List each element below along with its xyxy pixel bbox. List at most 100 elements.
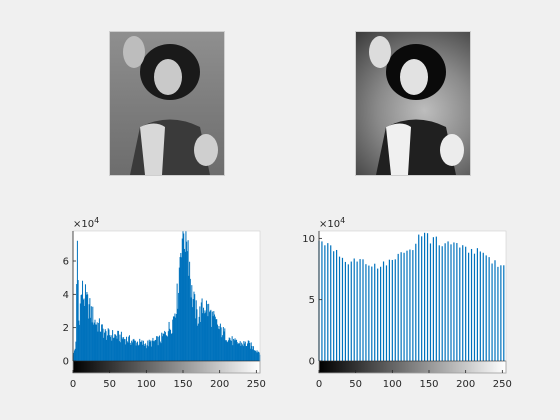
y-exponent-label: ×104 <box>319 216 345 230</box>
histogram-bar <box>359 259 361 361</box>
portrait-silhouette <box>123 36 218 175</box>
histogram-bar <box>199 306 201 361</box>
histogram-bar <box>73 350 75 361</box>
histogram-bar <box>225 340 227 361</box>
histogram-bar <box>217 328 219 361</box>
histogram-bar <box>362 259 364 361</box>
histogram-bar <box>112 338 114 361</box>
histogram-bar <box>196 309 198 361</box>
histogram-bar <box>336 249 338 361</box>
histogram-bar <box>145 348 147 361</box>
histogram-bar <box>227 340 229 361</box>
histogram-bar <box>193 291 195 361</box>
histogram-bar <box>99 331 101 361</box>
histogram-bar <box>170 330 172 361</box>
histogram-bar <box>90 306 92 361</box>
histogram-bar <box>253 349 255 361</box>
y-tick-label: 2 <box>63 323 69 334</box>
histogram-bar <box>200 302 202 361</box>
histogram-bar <box>115 335 117 361</box>
histogram-bar <box>192 307 194 361</box>
histogram-bar <box>249 348 251 361</box>
histogram-bar <box>82 280 84 361</box>
histogram-bar <box>153 341 155 361</box>
histogram-bar <box>157 345 159 361</box>
histogram-bar <box>76 284 78 361</box>
histogram-bar <box>327 243 329 361</box>
histogram-bar <box>90 317 92 361</box>
histogram-bar <box>254 350 256 361</box>
histogram-bar <box>98 318 100 361</box>
histogram-bar <box>459 247 461 361</box>
histogram-bar <box>137 345 139 361</box>
histogram-bar <box>216 324 218 361</box>
histogram-bar <box>176 283 178 361</box>
y-tick-label: 4 <box>63 290 69 301</box>
histogram-bar <box>78 320 80 361</box>
histogram-bar <box>350 261 352 361</box>
histogram-bar <box>92 306 94 361</box>
histogram-bar <box>447 241 449 361</box>
histogram-bar <box>243 341 245 361</box>
histogram-bar <box>182 231 184 361</box>
histogram-bar <box>330 245 332 361</box>
x-tick-label: 100 <box>383 379 402 390</box>
histogram-bar <box>333 251 335 361</box>
histogram-bar <box>155 339 157 361</box>
histogram-bar <box>177 308 179 361</box>
histogram-bar <box>238 343 240 361</box>
histogram-bar <box>245 346 247 361</box>
y-exponent-label: ×104 <box>73 216 99 230</box>
histogram-bar <box>84 284 86 361</box>
histogram-bar <box>494 260 496 361</box>
equalized-image <box>355 31 471 176</box>
histogram-bar <box>321 241 323 361</box>
histogram-bar <box>205 312 207 361</box>
histogram-bar <box>235 340 237 361</box>
histogram-bar <box>164 332 166 361</box>
histogram-bar <box>208 303 210 361</box>
histogram-bar <box>225 340 227 361</box>
histogram-bar <box>184 251 186 361</box>
histogram-bar <box>76 240 78 361</box>
histogram-bar <box>209 310 211 361</box>
histogram-bar <box>95 324 97 361</box>
histogram-bar <box>143 344 145 361</box>
histogram-bar <box>237 344 239 361</box>
histogram-bar <box>189 278 191 361</box>
histogram-bar <box>421 236 423 361</box>
histogram-bar <box>79 303 81 361</box>
histogram-bar <box>216 319 218 361</box>
histogram-bar <box>119 334 121 361</box>
histogram-bar <box>365 264 367 361</box>
histogram-bar <box>473 253 476 361</box>
histogram-bar <box>101 324 103 361</box>
histogram-bar <box>214 314 216 361</box>
histogram-bar <box>256 350 258 361</box>
histogram-bar <box>247 343 249 361</box>
histogram-bar <box>213 311 215 361</box>
histogram-bar <box>127 342 129 361</box>
histogram-bar <box>134 340 136 361</box>
x-tick-label: 150 <box>173 379 192 390</box>
histogram-bar <box>172 319 174 361</box>
histogram-bar <box>468 252 470 361</box>
histogram-bar <box>181 257 183 361</box>
histogram-bar <box>123 339 125 361</box>
histogram-bar <box>118 341 120 361</box>
histogram-bar <box>93 324 95 361</box>
histogram-bar <box>197 325 199 361</box>
histogram-bar <box>232 345 234 361</box>
histogram-bar <box>211 311 213 361</box>
histogram-bar <box>168 321 170 361</box>
histogram-bar <box>131 340 133 361</box>
histogram-bar <box>238 343 240 361</box>
histogram-bar <box>134 340 136 361</box>
histogram-bar <box>203 313 205 361</box>
histogram-bar <box>180 252 182 361</box>
histogram-bar <box>126 341 128 361</box>
histogram-bar <box>192 299 194 361</box>
histogram-bar <box>371 266 373 361</box>
histogram-bar <box>163 334 165 361</box>
histogram-bar <box>139 338 141 361</box>
